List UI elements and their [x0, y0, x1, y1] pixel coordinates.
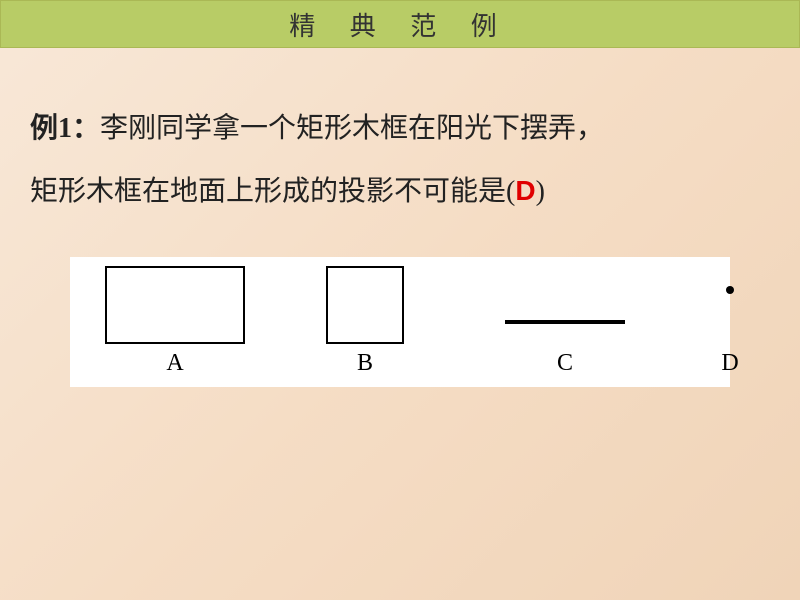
shape-b-slot [326, 264, 404, 344]
example-label: 例1： [30, 113, 100, 144]
option-c: C [480, 264, 650, 377]
square-b-shape [326, 266, 404, 344]
problem-text: 例1：李刚同学拿一个矩形木框在阳光下摆弄， 矩形木框在地面上形成的投影不可能是(… [30, 98, 770, 222]
rectangle-a-shape [105, 266, 245, 344]
options-figure: A B C D [70, 257, 730, 387]
content-area: 例1：李刚同学拿一个矩形木框在阳光下摆弄， 矩形木框在地面上形成的投影不可能是(… [0, 48, 800, 387]
problem-close: ) [536, 176, 545, 207]
header-bar: 精 典 范 例 [0, 0, 800, 48]
option-a-label: A [166, 350, 183, 377]
shape-c-slot [505, 264, 625, 344]
option-b-label: B [357, 350, 373, 377]
line-c-shape [505, 320, 625, 324]
problem-line2: 矩形木框在地面上形成的投影不可能是( [30, 176, 515, 207]
option-c-label: C [557, 350, 573, 377]
option-d: D [700, 264, 760, 377]
shape-a-slot [105, 264, 245, 344]
answer-letter: D [515, 175, 535, 206]
option-b: B [300, 264, 430, 377]
problem-line1: 李刚同学拿一个矩形木框在阳光下摆弄， [100, 113, 604, 144]
header-title: 精 典 范 例 [289, 6, 511, 43]
option-d-label: D [721, 350, 738, 377]
option-a: A [100, 264, 250, 377]
shape-d-slot [726, 264, 734, 344]
dot-d-shape [726, 286, 734, 294]
